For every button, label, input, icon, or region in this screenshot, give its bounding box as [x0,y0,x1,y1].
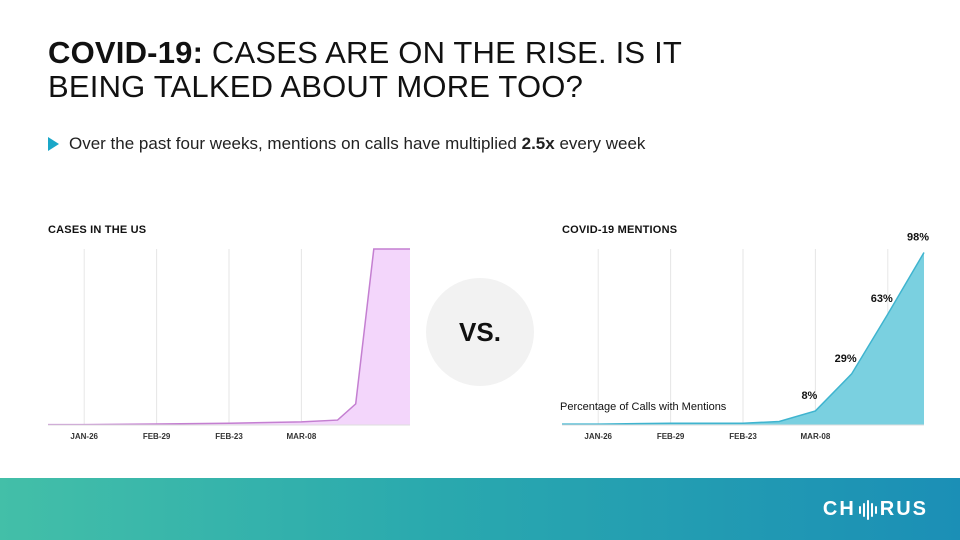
area-fill [48,249,410,425]
footer-bar: CH RUS [0,478,960,540]
logo-text-right: RUS [879,498,928,520]
chorus-logo: CH RUS [823,498,928,521]
series-line [562,252,925,425]
x-tick-label: FEB-23 [729,432,757,441]
finding-text-after: every week [559,134,646,153]
x-tick-label: FEB-23 [215,432,243,441]
title-rest: CASES ARE ON THE RISE. IS IT BEING TALKE… [48,35,682,104]
x-tick-label: JAN-26 [70,432,98,441]
series-label: Percentage of Calls with Mentions [560,401,727,413]
finding-text-before: Over the past four weeks, mentions on ca… [69,134,517,153]
cases-chart-title: CASES IN THE US [48,224,147,236]
soundwave-icon [858,499,878,521]
x-tick-label: FEB-29 [143,432,171,441]
x-tick-label: FEB-29 [657,432,685,441]
mentions-chart: JAN-26 FEB-29 FEB-23 MAR-08 8% 29% 63% 98% Perce… [560,232,929,441]
key-finding: Over the past four weeks, mentions on ca… [48,134,645,154]
data-label: 29% [835,353,857,365]
logo-text-left: CH [822,498,856,520]
vs-badge: VS. [426,278,534,386]
data-label: 8% [801,390,817,402]
x-tick-label: MAR-08 [287,432,317,441]
vs-label: VS. [459,316,501,347]
data-label: 63% [871,293,893,305]
data-label: 98% [907,232,929,244]
mentions-chart-title: COVID-19 MENTIONS [562,224,678,236]
cases-chart: JAN-26 FEB-29 FEB-23 MAR-08 [48,248,410,441]
area-fill [562,252,924,425]
x-tick-label: JAN-26 [584,432,612,441]
finding-highlight: 2.5x [521,134,555,153]
bullet-triangle-icon [48,137,59,151]
title-bold: COVID-19: [48,35,204,70]
page-title: COVID-19: CASES ARE ON THE RISE. IS IT B… [48,36,768,104]
series-line [48,248,410,426]
x-tick-label: MAR-08 [801,432,831,441]
